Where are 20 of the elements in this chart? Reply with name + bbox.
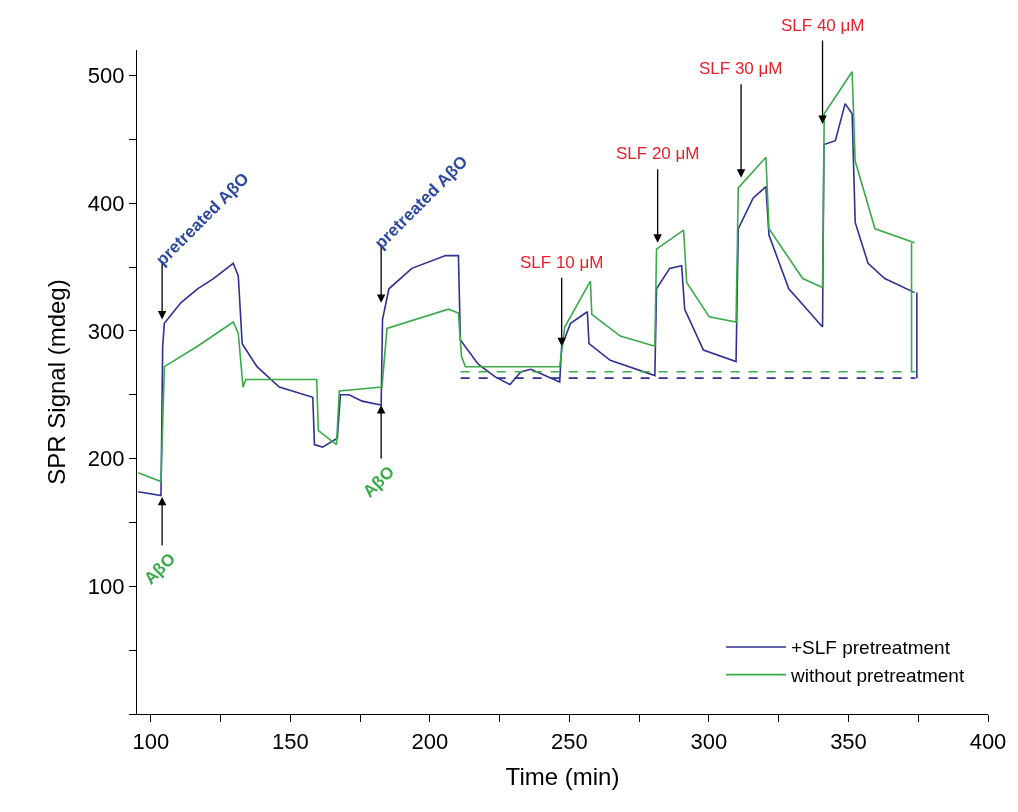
x-tick-label: 350 [830, 728, 867, 754]
x-tick-label: 200 [411, 728, 449, 754]
y-tick-label: 100 [87, 574, 125, 600]
y-tick-label: 300 [87, 318, 125, 344]
y-axis-title: SPR Signal (mdeg) [42, 279, 70, 485]
y-tick-label: 200 [87, 446, 125, 472]
x-tick-label: 150 [272, 728, 309, 754]
legend-label: without pretreatment [789, 665, 965, 687]
x-tick-label: 250 [551, 728, 588, 754]
x-tick-label: 100 [132, 728, 170, 754]
y-tick-label: 400 [87, 190, 125, 216]
annotation: SLF 30 μM [699, 59, 783, 78]
legend-label: +SLF pretreatment [790, 637, 951, 659]
annotation: SLF 10 μM [520, 253, 604, 272]
x-axis-title: Time (min) [505, 762, 620, 790]
x-tick-label: 400 [969, 728, 1007, 754]
x-tick-label: 300 [690, 728, 728, 754]
annotation: SLF 40 μM [781, 16, 865, 35]
y-tick-label: 500 [87, 63, 125, 89]
annotation: SLF 20 μM [616, 144, 700, 163]
